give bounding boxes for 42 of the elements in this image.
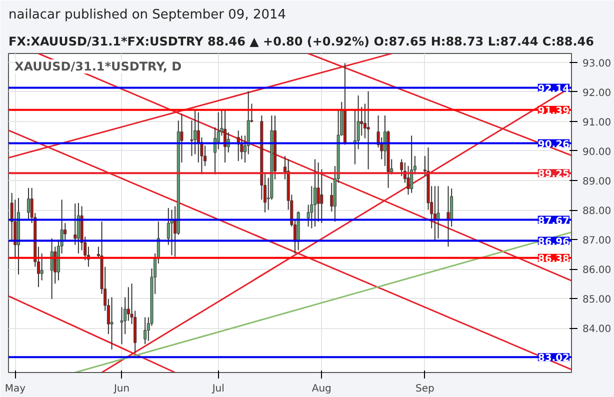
candlestick <box>446 186 450 248</box>
candlestick <box>40 252 44 281</box>
candlestick <box>330 182 334 212</box>
chart-subtitle: FX:XAUUSD/31.1*FX:USDTRY 88.46 ▲ +0.80 (+0.92%) O:87.65 H:88.73 L:87.44 C:88.46 <box>8 34 594 48</box>
candlestick <box>26 187 30 220</box>
ref-line-label: 86.38 <box>538 254 570 265</box>
y-tick-label: 91.00 <box>582 117 612 128</box>
candlestick <box>313 158 316 228</box>
candlestick <box>110 296 114 350</box>
candlestick <box>74 203 77 246</box>
candlestick <box>406 166 410 196</box>
y-tick-label: 87.00 <box>582 236 612 247</box>
candlestick <box>320 168 324 224</box>
candlestick <box>76 202 80 254</box>
y-tick-label: 84.00 <box>582 324 612 336</box>
y-tick-label: 89.00 <box>582 176 612 188</box>
y-tick-label: 86.00 <box>582 265 612 276</box>
ref-line-label: 91.39 <box>538 106 570 117</box>
candlestick <box>436 186 440 239</box>
candlestick <box>316 162 320 222</box>
x-tick-label: Jul <box>211 384 224 394</box>
x-tick-label: May <box>4 384 26 394</box>
x-tick-label: Aug <box>312 384 332 394</box>
candlestick <box>194 110 197 155</box>
candlestick <box>410 135 414 194</box>
candlestick <box>50 238 54 300</box>
ref-line-label: 86.96 <box>538 236 570 248</box>
candlestick <box>126 286 130 322</box>
annotation: XAUUSD/31.1*USDTRY, D <box>14 60 182 74</box>
ref-line-label: 92.14 <box>538 84 570 95</box>
ref-line-label: 90.26 <box>538 139 570 150</box>
ref-line-label: 87.67 <box>538 216 570 227</box>
y-tick-label: 92.00 <box>582 88 612 99</box>
y-tick-label: 93.00 <box>582 58 612 70</box>
x-tick-label: Sep <box>415 384 434 394</box>
y-tick-label: 90.00 <box>582 146 612 158</box>
candlestick <box>366 90 370 170</box>
x-tick-label: Jun <box>112 384 130 394</box>
chart-title: nailacar published on September 09, 2014 <box>8 8 286 22</box>
y-tick-label: 88.00 <box>582 206 612 218</box>
candlestick <box>144 316 147 345</box>
y-tick-label: 85.00 <box>582 294 612 306</box>
